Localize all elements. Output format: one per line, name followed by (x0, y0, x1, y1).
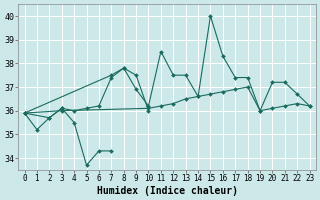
X-axis label: Humidex (Indice chaleur): Humidex (Indice chaleur) (97, 186, 237, 196)
